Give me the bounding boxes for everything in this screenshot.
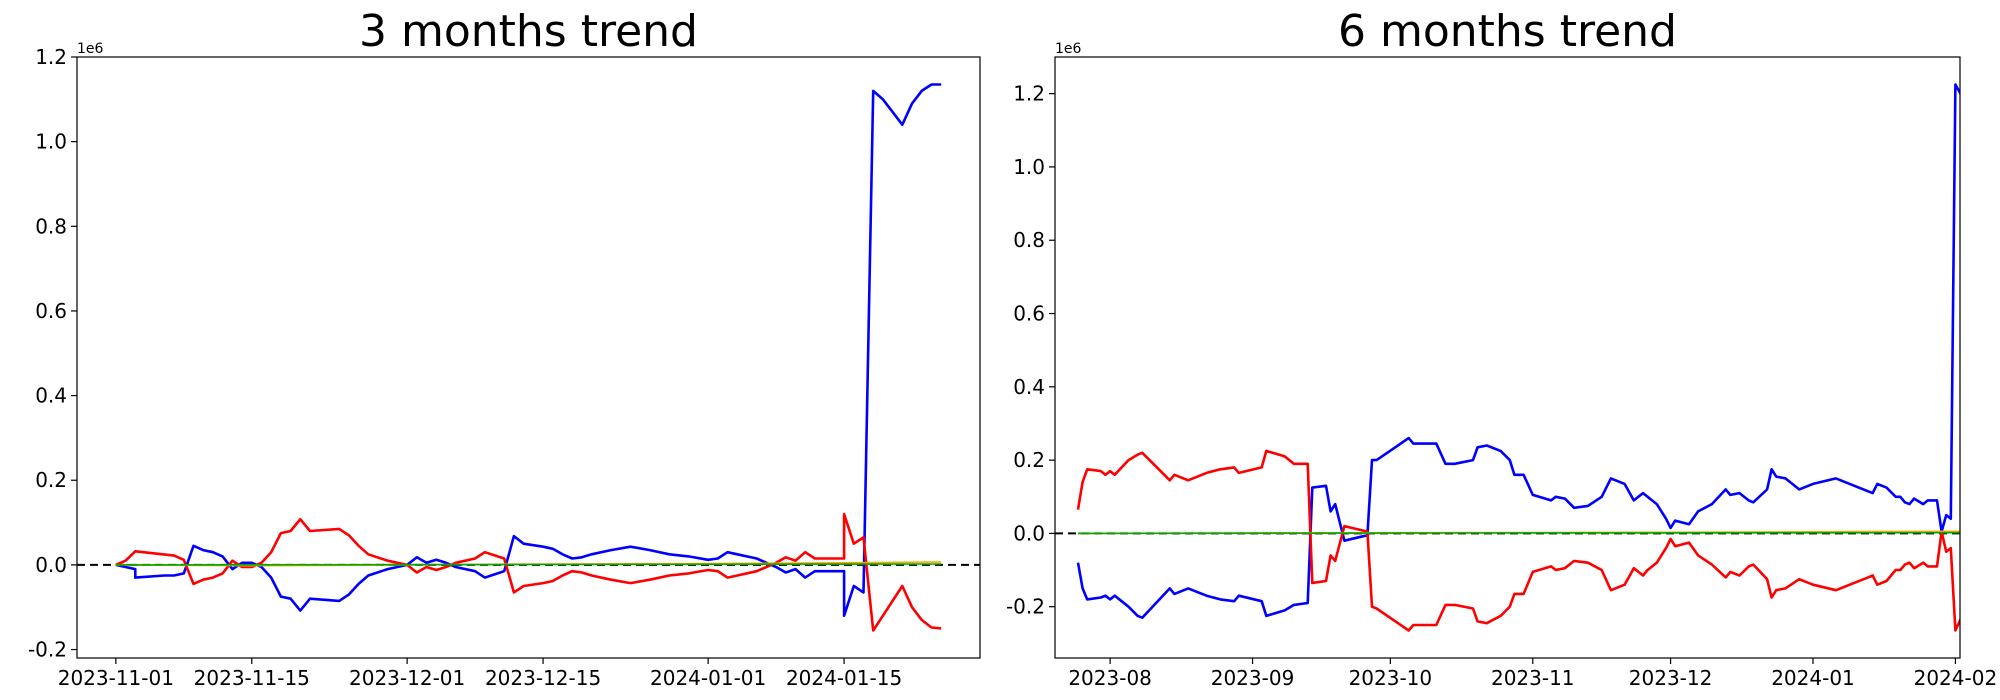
chart-1-x-tick-label-5: 2024-01-15 <box>786 666 902 690</box>
chart-1-title: 3 months trend <box>359 6 698 57</box>
chart-2-x-tick-label-2: 2023-10 <box>1349 666 1433 690</box>
chart-1-x-tick-label-4: 2024-01-01 <box>650 666 766 690</box>
chart-2-x-tick-label-0: 2023-08 <box>1068 666 1152 690</box>
chart-1-series-line-1 <box>115 83 942 618</box>
chart-2-axes-frame <box>1054 56 1961 659</box>
chart-1-y-tick-label-7: 1.2 <box>35 45 67 69</box>
chart-1: -0.2 0.0 0.2 0.4 0.6 0.8 1.0 1.2 2023-11-01 2023-… <box>28 6 981 690</box>
chart-2-y-tick-label-3: 0.4 <box>1013 375 1045 399</box>
chart-1-series-group <box>115 83 942 632</box>
chart-2-y-tick-label-7: 1.2 <box>1013 82 1045 106</box>
chart-1-y-tick-label-0: -0.2 <box>28 638 67 662</box>
chart-2-x-tick-label-4: 2023-12 <box>1629 666 1713 690</box>
chart-1-series-line-4 <box>115 563 942 566</box>
chart-2-y-tick-label-4: 0.6 <box>1013 302 1045 326</box>
chart-1-x-tick-label-3: 2023-12-15 <box>485 666 601 690</box>
chart-2-series-group <box>1076 83 1960 632</box>
chart-1-x-tick-label-0: 2023-11-01 <box>58 666 174 690</box>
chart-2-y-tick-label-2: 0.2 <box>1013 448 1045 472</box>
chart-2-y-tick-label-1: 0.0 <box>1013 521 1045 545</box>
chart-1-x-tick-label-1: 2023-11-15 <box>194 666 310 690</box>
chart-2-y-tick-label-0: -0.2 <box>1006 595 1045 619</box>
chart-2-x-tick-label-5: 2024-01 <box>1771 666 1855 690</box>
chart-1-axes-frame <box>76 56 981 659</box>
chart-2: -0.2 0.0 0.2 0.4 0.6 0.8 1.0 1.2 2023-08 2023-09 2… <box>1006 6 1998 690</box>
chart-2-y-offset-text: 1e6 <box>1055 41 1082 57</box>
chart-1-y-tick-label-4: 0.6 <box>35 299 67 323</box>
chart-1-y-tick-label-6: 1.0 <box>35 130 67 154</box>
chart-2-y-tick-label-5: 0.8 <box>1013 228 1045 252</box>
chart-2-x-tick-label-1: 2023-09 <box>1211 666 1295 690</box>
chart-1-y-tick-label-5: 0.8 <box>35 214 67 238</box>
chart-2-title: 6 months trend <box>1338 6 1677 57</box>
chart-2-series-line-1 <box>1076 83 1960 620</box>
chart-1-y-tick-label-3: 0.4 <box>35 384 67 408</box>
chart-2-series-line-4 <box>1077 531 1960 535</box>
chart-2-x-tick-label-3: 2023-11 <box>1491 666 1575 690</box>
chart-2-series-line-2 <box>1076 449 1960 632</box>
chart-1-x-tick-label-2: 2023-12-01 <box>349 666 465 690</box>
chart-1-y-offset-text: 1e6 <box>77 41 104 57</box>
chart-2-x-tick-label-6: 2024-02 <box>1914 666 1998 690</box>
chart-1-y-tick-label-2: 0.2 <box>35 468 67 492</box>
chart-1-y-tick-label-1: 0.0 <box>35 553 67 577</box>
chart-2-y-tick-label-6: 1.0 <box>1013 155 1045 179</box>
